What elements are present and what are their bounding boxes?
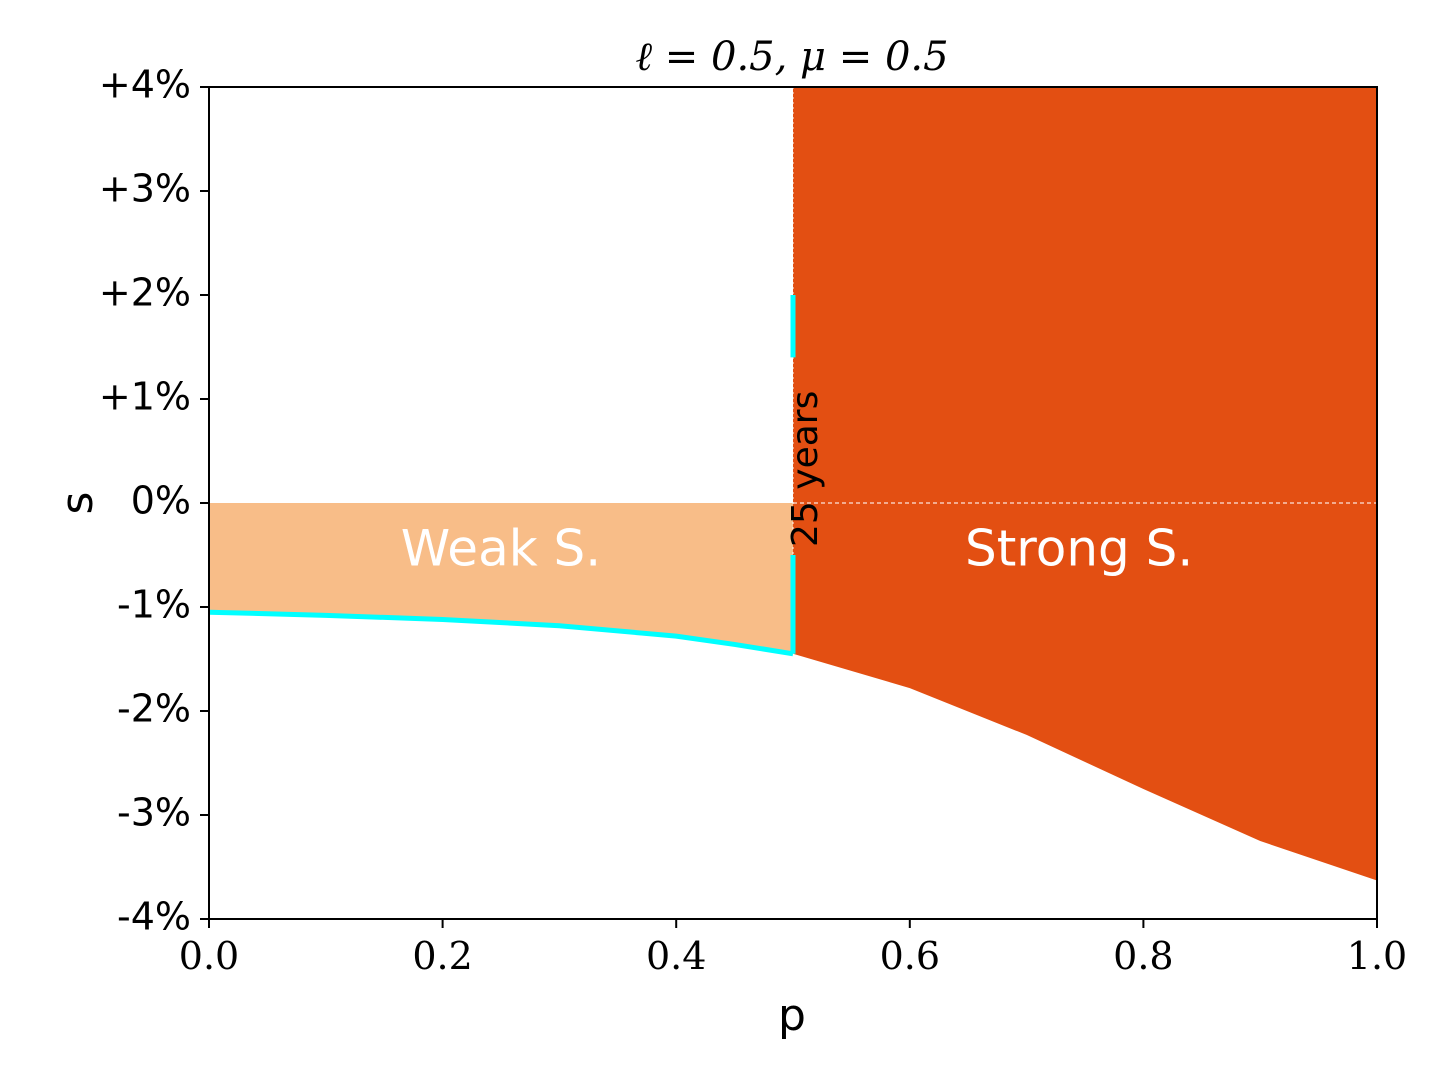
y-tick-label: +2%	[99, 271, 191, 315]
x-tick-label: 0.6	[880, 934, 940, 978]
y-tick-label: -1%	[117, 583, 191, 627]
y-tick-label: +1%	[99, 375, 191, 419]
x-tick-label: 0.8	[1113, 934, 1173, 978]
plot-area: Weak S. Strong S. 25 years	[208, 86, 1378, 920]
y-tick-label: +3%	[99, 167, 191, 211]
y-tick-label: 0%	[131, 479, 191, 523]
x-tick-label: 0.0	[179, 934, 239, 978]
y-tick-label: -3%	[117, 791, 191, 835]
x-tick-label: 1.0	[1347, 934, 1407, 978]
y-tick-label: -4%	[117, 895, 191, 939]
y-tick-label: -2%	[117, 687, 191, 731]
y-axis-ticks: +4% +3% +2% +1% 0% -1% -2% -3% -4%	[99, 63, 209, 939]
y-axis-label: s	[52, 492, 103, 515]
strong-region	[793, 87, 1377, 881]
chart-title: ℓ = 0.5, μ = 0.5	[635, 34, 948, 80]
strong-region-label: Strong S.	[965, 519, 1193, 577]
x-tick-label: 0.4	[646, 934, 706, 978]
x-tick-label: 0.2	[412, 934, 472, 978]
cyan-boundary-curve	[208, 609, 794, 657]
years-annotation: 25 years	[785, 391, 826, 547]
x-axis-label: p	[778, 990, 806, 1041]
x-axis-ticks: 0.0 0.2 0.4 0.6 0.8 1.0	[179, 919, 1407, 978]
y-tick-label: +4%	[99, 63, 191, 107]
weak-region-label: Weak S.	[401, 519, 601, 577]
